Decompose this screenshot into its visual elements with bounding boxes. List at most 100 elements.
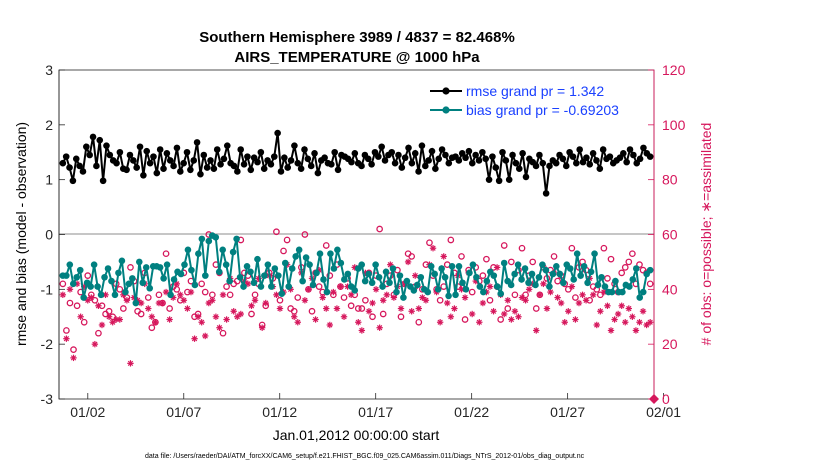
obs-possible-point	[226, 291, 234, 299]
rmse-point	[106, 151, 114, 159]
obs-assimilated-point	[337, 283, 344, 290]
obs-assimilated-point	[412, 272, 419, 279]
obs-assimilated-point	[379, 297, 387, 304]
obs-possible-point	[95, 329, 102, 337]
obs-possible-point	[294, 294, 302, 301]
rmse-point	[287, 157, 295, 164]
rmse-point	[203, 164, 211, 171]
rmse-point	[328, 161, 335, 168]
rmse-point	[123, 166, 130, 174]
bias-point	[285, 283, 293, 290]
bias-point	[473, 273, 480, 281]
rmse-point	[485, 176, 493, 183]
bias-point	[379, 283, 386, 290]
obs-possible-point	[479, 272, 487, 279]
bias-point	[233, 235, 240, 243]
rmse-point	[143, 147, 151, 155]
rmse-point	[146, 159, 154, 167]
bias-point	[518, 276, 525, 283]
obs-assimilated-point	[145, 305, 152, 312]
rmse-point	[381, 157, 389, 164]
obs-possible-point	[301, 231, 309, 238]
rmse-point	[160, 165, 167, 172]
obs-assimilated-point	[611, 316, 618, 323]
rmse-point	[620, 150, 627, 157]
rmse-point	[307, 162, 315, 170]
rmse-point	[116, 148, 124, 156]
rmse-point	[515, 165, 523, 172]
obs-possible-point	[572, 294, 579, 301]
rmse-point	[297, 165, 305, 172]
bias-point	[278, 290, 286, 298]
obs-possible-point	[308, 307, 316, 315]
y-right-tick-label: 0	[662, 391, 670, 407]
obs-assimilated-point	[536, 291, 544, 299]
bias-point	[177, 270, 185, 278]
obs-possible-point	[148, 324, 156, 332]
bias-point	[316, 250, 324, 257]
obs-possible-point	[604, 275, 611, 282]
obs-assimilated-point	[622, 319, 629, 326]
rmse-point	[93, 162, 100, 170]
bias-point	[139, 279, 147, 287]
obs-possible-point	[198, 280, 206, 288]
rmse-point	[502, 157, 510, 164]
obs-assimilated-point	[511, 308, 519, 315]
rmse-point	[422, 162, 429, 170]
bias-point	[375, 273, 383, 281]
rmse-point	[391, 159, 399, 167]
bias-point	[250, 279, 258, 287]
rmse-point	[86, 151, 93, 159]
obs-assimilated-point	[123, 297, 131, 304]
bias-point	[257, 283, 265, 290]
rmse-point	[314, 169, 322, 177]
bias-point	[90, 261, 98, 268]
rmse-point	[153, 169, 161, 177]
bias-point	[587, 268, 595, 276]
bias-point	[281, 259, 289, 267]
obs-possible-point	[162, 250, 170, 258]
obs-possible-point	[276, 296, 284, 304]
obs-assimilated-point	[593, 321, 600, 329]
obs-assimilated-point	[180, 297, 188, 304]
obs-assimilated-point	[95, 302, 102, 309]
rmse-point	[274, 129, 281, 137]
obs-assimilated-point	[198, 319, 205, 326]
bias-point	[167, 291, 174, 299]
obs-assimilated-point	[444, 299, 451, 307]
bias-point	[288, 265, 296, 272]
bias-point	[525, 279, 532, 287]
bias-point	[320, 276, 327, 283]
obs-assimilated-point	[522, 297, 529, 304]
rmse-point	[240, 161, 248, 168]
obs-possible-point	[504, 305, 512, 312]
obs-assimilated-point	[159, 299, 166, 307]
bias-point	[188, 266, 195, 274]
obs-assimilated-point	[202, 332, 209, 340]
obs-possible-point	[636, 261, 643, 269]
obs-assimilated-point	[436, 319, 444, 326]
rmse-point	[358, 162, 365, 170]
bias-point	[87, 283, 94, 290]
legend-rmse-marker	[442, 87, 450, 95]
bias-point	[573, 250, 581, 257]
rmse-point	[66, 164, 73, 171]
bias-point	[118, 257, 126, 265]
rmse-point	[455, 157, 463, 164]
x-tick-label: 01/17	[358, 404, 393, 420]
bias-point	[132, 299, 140, 307]
obs-assimilated-point	[273, 291, 280, 299]
obs-assimilated-point	[312, 316, 319, 323]
obs-possible-point	[283, 236, 291, 244]
obs-assimilated-point	[390, 294, 398, 301]
obs-assimilated-point	[177, 291, 184, 299]
rmse-point	[375, 153, 382, 160]
obs-possible-point	[596, 291, 604, 299]
bias-point	[323, 288, 331, 296]
rmse-point	[267, 161, 275, 168]
bias-point	[427, 263, 435, 270]
obs-assimilated-point	[230, 308, 237, 315]
y-right-tick-label: 20	[662, 336, 678, 352]
rmse-point	[505, 176, 513, 183]
bias-point	[619, 288, 626, 296]
